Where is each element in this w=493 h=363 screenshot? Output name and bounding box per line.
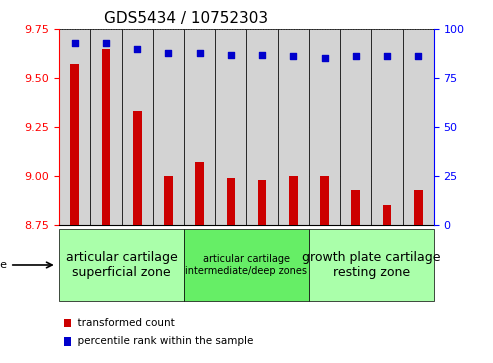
Point [320, 56, 328, 61]
Bar [340, 29, 371, 225]
Point [102, 40, 110, 46]
Bar [383, 205, 391, 225]
Text: percentile rank within the sample: percentile rank within the sample [71, 336, 254, 346]
Text: GDS5434 / 10752303: GDS5434 / 10752303 [104, 12, 268, 26]
Point [71, 40, 79, 46]
Bar [352, 190, 360, 225]
Bar [226, 178, 235, 225]
Bar [195, 162, 204, 225]
Bar [153, 29, 184, 225]
Bar [70, 64, 79, 225]
Point [258, 52, 266, 57]
Point [289, 54, 297, 60]
Bar [371, 29, 403, 225]
Bar [122, 29, 153, 225]
Bar [184, 29, 215, 225]
Text: growth plate cartilage
resting zone: growth plate cartilage resting zone [302, 251, 441, 279]
Point [352, 54, 360, 60]
Bar [289, 176, 298, 225]
Point [383, 54, 391, 60]
Point [414, 54, 422, 60]
Bar [59, 29, 90, 225]
Bar [258, 180, 267, 225]
Text: tissue: tissue [0, 260, 7, 270]
Point [133, 46, 141, 52]
Text: articular cartilage
intermediate/deep zones: articular cartilage intermediate/deep zo… [185, 254, 308, 276]
Bar [320, 176, 329, 225]
Bar [246, 29, 278, 225]
Bar [278, 29, 309, 225]
Point [165, 50, 173, 56]
Point [196, 50, 204, 56]
Text: transformed count: transformed count [71, 318, 175, 328]
Bar [215, 29, 246, 225]
Point [227, 52, 235, 57]
Bar [90, 29, 122, 225]
Bar [164, 176, 173, 225]
Bar [133, 111, 141, 225]
Bar [309, 29, 340, 225]
Text: articular cartilage
superficial zone: articular cartilage superficial zone [66, 251, 177, 279]
Bar [102, 49, 110, 225]
Bar [403, 29, 434, 225]
Bar [414, 190, 423, 225]
